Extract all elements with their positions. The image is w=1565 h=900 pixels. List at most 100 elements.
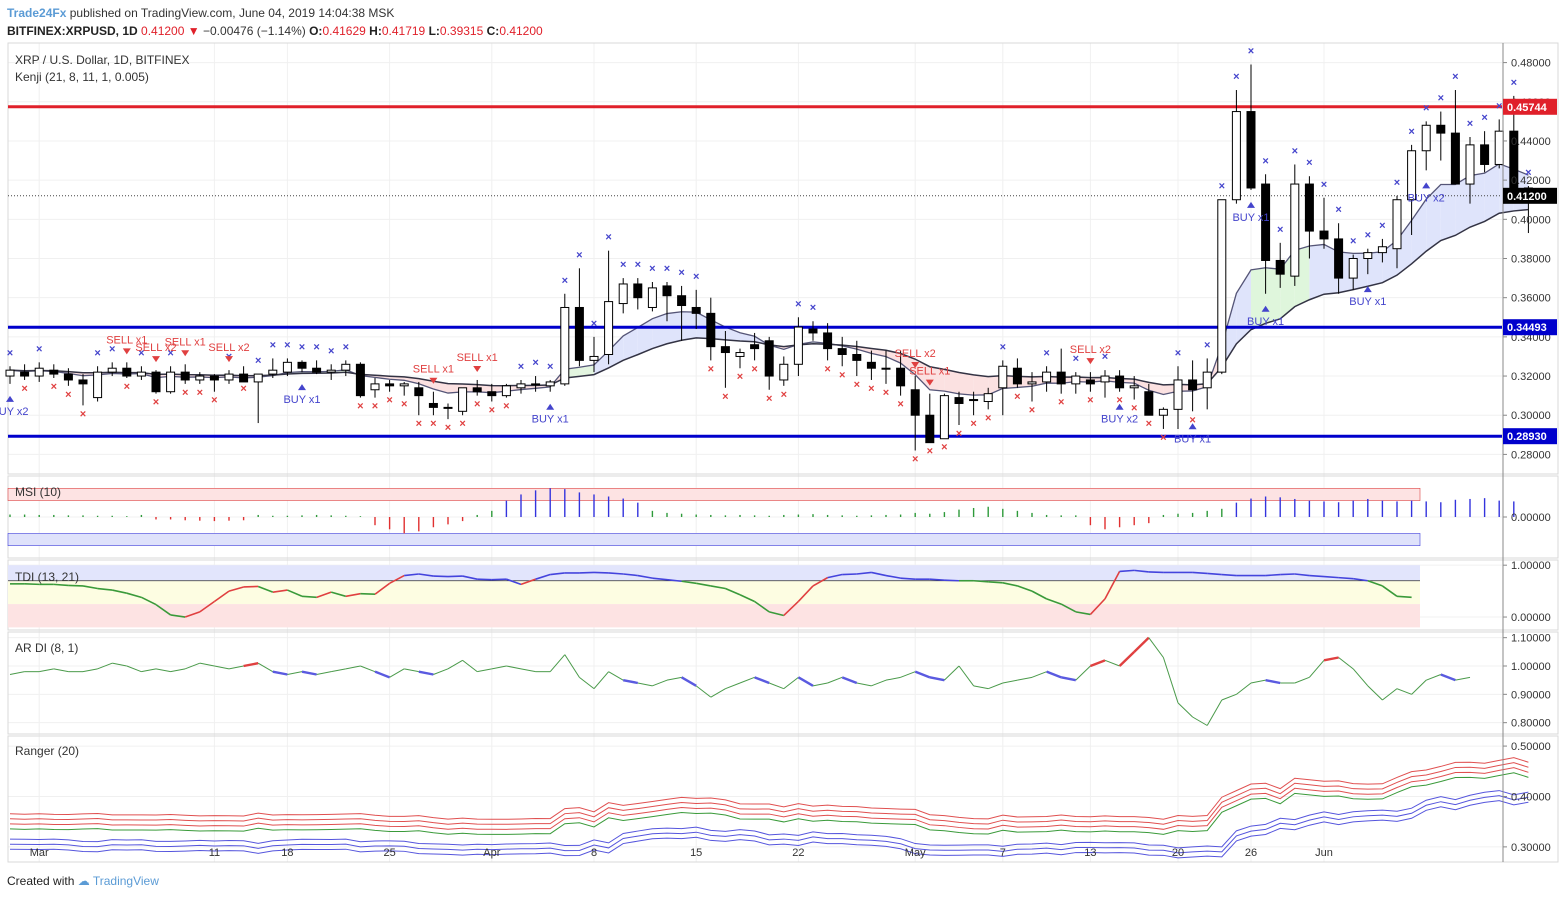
x-tick-label: 7 bbox=[1000, 847, 1006, 859]
ardi-line-segment bbox=[199, 662, 215, 667]
sell-cross-mark: × bbox=[1014, 391, 1020, 403]
tdi-line-segment bbox=[929, 578, 945, 582]
buy-cross-mark: × bbox=[664, 263, 670, 275]
msi-lower-band bbox=[7, 533, 1421, 547]
buy-cross-mark: × bbox=[810, 302, 816, 314]
sell-signal-label: SELL x2 bbox=[135, 342, 176, 354]
buy-cross-mark: × bbox=[1102, 351, 1108, 363]
candle-body bbox=[34, 367, 44, 377]
ardi-line-segment bbox=[1338, 657, 1354, 670]
candle-body bbox=[268, 369, 278, 375]
publisher-name[interactable]: Trade24Fx bbox=[7, 6, 67, 20]
ardi-line-segment bbox=[141, 668, 157, 673]
sell-signal-label: SELL x1 bbox=[909, 366, 950, 378]
tdi-line-segment bbox=[68, 584, 84, 587]
tdi-line-segment bbox=[1309, 574, 1325, 578]
candle-body bbox=[910, 389, 920, 416]
candle-body bbox=[1436, 124, 1446, 134]
sell-cross-mark: × bbox=[737, 371, 743, 383]
ardi-line-segment bbox=[301, 670, 317, 676]
ardi-line-segment bbox=[39, 668, 54, 673]
x-tick-label: 18 bbox=[281, 847, 293, 859]
x-tick-label: 26 bbox=[1245, 847, 1257, 859]
candle-body bbox=[1275, 259, 1285, 275]
buy-cross-mark: × bbox=[1306, 157, 1312, 169]
ardi-line-segment bbox=[871, 679, 887, 687]
candle-body bbox=[458, 387, 468, 412]
footer: Created with ☁ TradingView bbox=[7, 874, 159, 888]
sell-cross-mark: × bbox=[766, 393, 772, 405]
tradingview-link[interactable]: TradingView bbox=[92, 874, 159, 888]
msi-tick-label: 0.00000 bbox=[1511, 512, 1551, 524]
candle-body bbox=[1407, 150, 1417, 201]
tdi-line-segment bbox=[1396, 595, 1412, 599]
tdi-line-segment bbox=[345, 592, 361, 598]
sell-arrow-icon bbox=[473, 365, 482, 372]
tdi-line-segment bbox=[330, 591, 347, 598]
ardi-line-segment bbox=[1075, 665, 1091, 681]
sell-cross-mark: × bbox=[197, 387, 203, 399]
ranger-band-line bbox=[9, 772, 1529, 835]
candle-body bbox=[326, 369, 336, 373]
candle-body bbox=[443, 406, 453, 409]
low-value: 0.39315 bbox=[439, 24, 484, 38]
candle-body bbox=[180, 371, 190, 381]
tdi-line-segment bbox=[404, 573, 419, 577]
candle-body bbox=[1392, 199, 1402, 250]
candle-body bbox=[764, 340, 774, 377]
tdi-line-segment bbox=[243, 585, 259, 588]
tdi-line-segment bbox=[710, 585, 726, 590]
tdi-line-segment bbox=[797, 585, 814, 603]
tdi-line-segment bbox=[769, 611, 784, 617]
price-tick-label: 0.38000 bbox=[1511, 254, 1551, 266]
candle-body bbox=[1421, 124, 1431, 152]
candle-body bbox=[691, 306, 701, 314]
ardi-line-segment bbox=[1426, 674, 1441, 681]
buy-cross-mark: × bbox=[591, 318, 597, 330]
sell-cross-mark: × bbox=[1029, 405, 1035, 417]
buy-cross-mark: × bbox=[1219, 181, 1225, 193]
sell-cross-mark: × bbox=[781, 389, 787, 401]
price-tick-label: 0.44000 bbox=[1511, 136, 1551, 148]
candle-body bbox=[239, 373, 249, 383]
ardi-line-segment bbox=[1411, 679, 1427, 695]
candle-body bbox=[1012, 367, 1022, 385]
x-tick-label: 15 bbox=[690, 847, 702, 859]
ardi-line-segment bbox=[579, 676, 595, 690]
sell-cross-mark: × bbox=[211, 395, 217, 407]
sell-cross-mark: × bbox=[153, 397, 159, 409]
candle-body bbox=[954, 397, 964, 404]
candle-body bbox=[107, 367, 117, 373]
msi-pane-title: MSI (10) bbox=[15, 485, 61, 499]
tdi-line-segment bbox=[988, 580, 1003, 584]
sell-cross-mark: × bbox=[1160, 432, 1166, 444]
candle-body bbox=[925, 414, 935, 444]
candle-body bbox=[1071, 375, 1081, 385]
tdi-line-segment bbox=[126, 592, 142, 599]
tdi-line-segment bbox=[652, 577, 668, 581]
kenji-band-fill bbox=[1251, 267, 1266, 330]
ranger-band-line bbox=[9, 757, 1529, 820]
ardi-line-segment bbox=[1382, 688, 1398, 701]
tdi-line-segment bbox=[97, 587, 113, 591]
sell-signal-label: SELL x2 bbox=[1070, 344, 1111, 356]
sell-cross-mark: × bbox=[912, 453, 918, 465]
pane-frame-msi bbox=[7, 475, 1559, 559]
kenji-band-fill bbox=[594, 350, 609, 375]
ardi-line-segment bbox=[257, 662, 274, 673]
candle-body bbox=[1304, 183, 1314, 232]
ardi-line-segment bbox=[1440, 673, 1456, 682]
sell-cross-mark: × bbox=[985, 412, 991, 424]
chart-header: Trade24Fx published on TradingView.com, … bbox=[7, 4, 1007, 40]
buy-cross-mark: × bbox=[1262, 155, 1268, 167]
tdi-line-segment bbox=[1119, 569, 1135, 573]
candle-body bbox=[560, 306, 570, 385]
close-label: C: bbox=[486, 24, 500, 38]
last-price-label: 0.41200 bbox=[1507, 191, 1547, 203]
ardi-line-segment bbox=[725, 682, 741, 690]
candle-body bbox=[1202, 371, 1212, 389]
kenji-band-fill bbox=[433, 381, 448, 394]
candle-body bbox=[779, 363, 789, 381]
ardi-tick-label: 1.10000 bbox=[1511, 633, 1551, 645]
